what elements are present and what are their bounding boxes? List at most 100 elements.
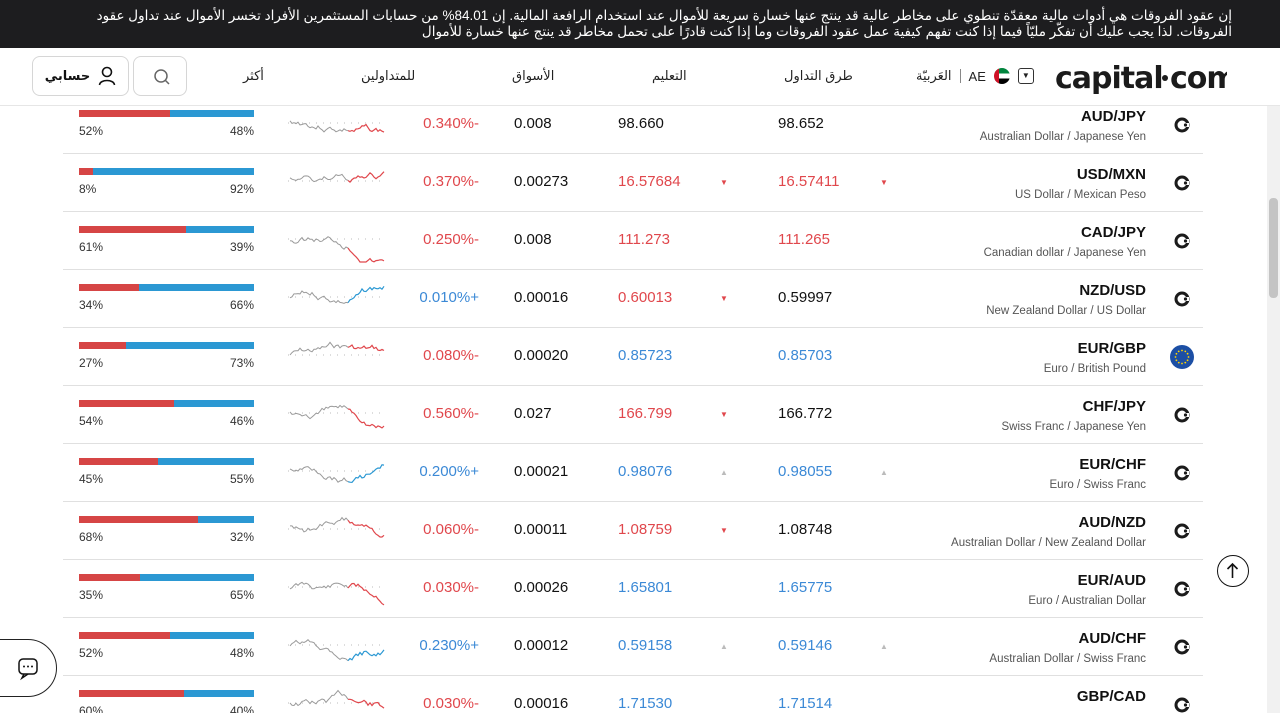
capital-com-logo[interactable]: capital com bbox=[1055, 58, 1238, 96]
sell-price[interactable]: 0.59146 bbox=[778, 637, 833, 654]
change-percent: 0.250%- bbox=[423, 231, 479, 248]
instrument-symbol[interactable]: AUD/NZD bbox=[1078, 514, 1147, 531]
sparkline-recent bbox=[347, 464, 385, 484]
sparkline-recent bbox=[347, 171, 385, 183]
instrument-symbol[interactable]: CHF/JPY bbox=[1082, 398, 1146, 415]
table-row[interactable]: 60% 40% 0.030%- 0.00016 1.71530 1.71514 … bbox=[63, 676, 1203, 713]
buy-price[interactable]: 0.85723 bbox=[618, 347, 673, 364]
change-percent: 0.060%- bbox=[423, 521, 479, 538]
sparkline-recent bbox=[347, 123, 385, 133]
sentiment-buy-bar bbox=[139, 284, 254, 291]
nav-markets[interactable]: الأسواق bbox=[512, 68, 555, 83]
instrument-symbol[interactable]: EUR/CHF bbox=[1079, 456, 1146, 473]
sentiment-sell-percent: 35% bbox=[79, 588, 104, 602]
price-sparkline bbox=[288, 236, 386, 263]
sentiment-sell-bar bbox=[79, 226, 186, 233]
change-percent: 0.010%+ bbox=[419, 289, 479, 306]
sell-price[interactable]: 1.08748 bbox=[778, 521, 833, 538]
table-row[interactable]: 8% 92% 0.370%- 0.00273 16.57684 ▼ 16.574… bbox=[63, 154, 1203, 212]
capital-icon bbox=[1174, 117, 1190, 133]
risk-warning-banner: إن عقود الفروقات هي أدوات مالية معقدّة ت… bbox=[0, 0, 1280, 48]
sparkline-history bbox=[289, 236, 349, 250]
price-sparkline bbox=[288, 516, 386, 538]
account-button[interactable]: حسابي bbox=[32, 56, 129, 96]
capital-icon bbox=[1174, 697, 1190, 713]
buy-price[interactable]: 16.57684 bbox=[618, 173, 681, 190]
search-button[interactable] bbox=[133, 56, 187, 96]
sell-price[interactable]: 0.85703 bbox=[778, 347, 833, 364]
capital-icon bbox=[1174, 175, 1190, 191]
search-icon bbox=[154, 69, 170, 85]
nav-trading-ways[interactable]: طرق التداول bbox=[784, 68, 853, 83]
sell-price[interactable]: 1.65775 bbox=[778, 579, 833, 596]
sell-price[interactable]: 16.57411 bbox=[778, 173, 840, 190]
sentiment-buy-percent: 92% bbox=[229, 182, 254, 196]
sell-price[interactable]: 111.265 bbox=[778, 231, 830, 248]
buy-price[interactable]: 0.98076 bbox=[618, 463, 673, 480]
sparkline-recent bbox=[347, 649, 385, 662]
table-row[interactable]: 35% 65% 0.030%- 0.00026 1.65801 1.65775 … bbox=[63, 560, 1203, 618]
sparkline-recent bbox=[347, 247, 385, 263]
sparkline-history bbox=[290, 516, 349, 533]
change-percent: 0.200%+ bbox=[419, 463, 479, 480]
table-row[interactable]: 54% 46% 0.560%- 0.027 166.799 ▼ 166.772 … bbox=[63, 386, 1203, 444]
instrument-symbol[interactable]: EUR/GBP bbox=[1077, 340, 1146, 357]
table-row[interactable]: 68% 32% 0.060%- 0.00011 1.08759 ▼ 1.0874… bbox=[63, 502, 1203, 560]
instrument-symbol[interactable]: AUD/CHF bbox=[1078, 630, 1147, 647]
sparkline-history bbox=[289, 639, 349, 662]
nav-for-traders[interactable]: للمتداولين bbox=[361, 68, 416, 83]
instrument-symbol[interactable]: USD/MXN bbox=[1076, 166, 1146, 183]
sentiment-buy-percent: 39% bbox=[229, 240, 254, 254]
sell-price[interactable]: 0.59997 bbox=[778, 289, 833, 306]
sell-price[interactable]: 166.772 bbox=[778, 405, 833, 422]
instrument-symbol[interactable]: NZD/USD bbox=[1079, 282, 1146, 299]
sentiment-sell-bar bbox=[79, 284, 139, 291]
sparkline-recent bbox=[347, 285, 385, 304]
sell-price[interactable]: 0.98055 bbox=[778, 463, 833, 480]
spread-value: 0.00021 bbox=[514, 463, 569, 480]
nav-education[interactable]: التعليم bbox=[652, 68, 687, 83]
spread-value: 0.00011 bbox=[514, 521, 568, 538]
scroll-to-top-button[interactable] bbox=[1217, 555, 1249, 587]
logo-wordmark-icon: capital com bbox=[1055, 61, 1238, 96]
instrument-symbol[interactable]: AUD/JPY bbox=[1080, 108, 1146, 125]
table-row[interactable]: 34% 66% 0.010%+ 0.00016 0.60013 ▼ 0.5999… bbox=[63, 270, 1203, 328]
language-selector[interactable]: العَربيّة AE ▼ bbox=[916, 66, 1034, 86]
buy-price[interactable]: 0.59158 bbox=[618, 637, 673, 654]
price-sparkline bbox=[288, 120, 386, 133]
sell-price[interactable]: 1.71514 bbox=[778, 695, 833, 712]
instrument-symbol[interactable]: GBP/CAD bbox=[1076, 688, 1146, 705]
table-row[interactable]: 45% 55% 0.200%+ 0.00021 0.98076 ▲ 0.9805… bbox=[63, 444, 1203, 502]
price-up-icon: ▲ bbox=[720, 642, 728, 651]
buy-price[interactable]: 1.08759 bbox=[618, 521, 673, 538]
price-up-icon: ▲ bbox=[880, 642, 888, 651]
sparkline-history bbox=[289, 404, 349, 420]
change-percent: 0.030%- bbox=[423, 579, 479, 596]
sparkline-recent bbox=[347, 582, 385, 606]
instrument-name: US Dollar / Mexican Peso bbox=[1014, 189, 1146, 201]
instrument-symbol[interactable]: CAD/JPY bbox=[1080, 224, 1146, 241]
table-row[interactable]: 52% 48% 0.340%- 0.008 98.660 98.652 AUD/… bbox=[63, 96, 1203, 154]
chat-icon bbox=[18, 658, 38, 681]
page-scrollbar[interactable] bbox=[1267, 106, 1280, 713]
capital-icon bbox=[1174, 523, 1190, 539]
sparkline-history bbox=[289, 173, 349, 183]
change-percent: 0.030%- bbox=[423, 695, 479, 712]
table-row[interactable]: 52% 48% 0.230%+ 0.00012 0.59158 ▲ 0.5914… bbox=[63, 618, 1203, 676]
instrument-symbol[interactable]: EUR/AUD bbox=[1077, 572, 1146, 589]
sell-price[interactable]: 98.652 bbox=[778, 115, 824, 132]
buy-price[interactable]: 0.60013 bbox=[618, 289, 673, 306]
buy-price[interactable]: 1.65801 bbox=[618, 579, 673, 596]
nav-more[interactable]: أكثر bbox=[243, 68, 264, 83]
buy-price[interactable]: 98.660 bbox=[618, 115, 664, 132]
scrollbar-thumb[interactable] bbox=[1269, 198, 1278, 298]
chat-button[interactable] bbox=[0, 639, 57, 697]
buy-price[interactable]: 111.273 bbox=[618, 231, 670, 248]
table-row[interactable]: 27% 73% 0.080%- 0.00020 0.85723 0.85703 … bbox=[63, 328, 1203, 386]
buy-price[interactable]: 166.799 bbox=[618, 405, 673, 422]
sentiment-buy-bar bbox=[170, 110, 254, 117]
table-row[interactable]: 61% 39% 0.250%- 0.008 111.273 111.265 CA… bbox=[63, 212, 1203, 270]
sentiment-buy-bar bbox=[186, 226, 254, 233]
price-up-icon: ▲ bbox=[880, 468, 888, 477]
buy-price[interactable]: 1.71530 bbox=[618, 695, 673, 712]
